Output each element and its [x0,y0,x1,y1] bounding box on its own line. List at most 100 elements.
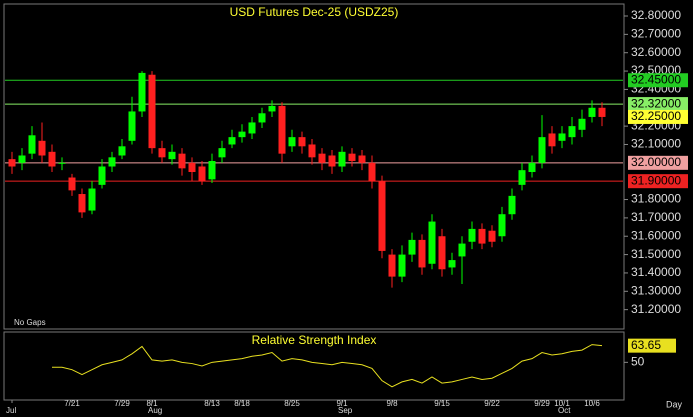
candle-body [48,151,56,167]
candle-body [278,105,286,154]
y-tick-label: 31.30000 [631,283,681,297]
x-tick-label: Jul [6,406,16,415]
month-label: Sep [338,406,353,415]
x-tick-label: 7/21 [64,399,80,408]
candle-body [338,151,346,167]
note: No Gaps [14,318,46,327]
candle-body [498,214,506,237]
candle-body [138,72,146,112]
period-label: Day [666,399,683,409]
rsi-tick-label: 50 [631,355,645,369]
candle-body [38,140,46,156]
x-tick-label: 10/1 [554,399,570,408]
x-tick-label: 8/18 [234,399,250,408]
y-tick-label: 31.60000 [631,228,681,242]
last-price-label-box [628,109,688,124]
y-tick-label: 31.20000 [631,302,681,316]
candle-body [488,230,496,242]
candle-body [288,137,296,147]
y-tick-label: 32.70000 [631,27,681,41]
candle-body [588,107,596,117]
candle-body [538,137,546,163]
candle-body [8,159,16,167]
candle-body [118,146,126,156]
candle-body [68,177,76,191]
x-tick-label: 9/1 [336,399,348,408]
candle-body [528,162,536,173]
x-tick-label: 9/29 [534,399,550,408]
candle-body [448,260,456,268]
x-tick-label: 8/1 [146,399,158,408]
candle-body [298,137,306,147]
y-tick-label: 31.80000 [631,192,681,206]
candle-body [508,195,516,215]
x-tick-label: 9/15 [434,399,450,408]
candle-body [18,155,26,163]
candle-body [398,254,406,277]
candle-body [368,162,376,182]
candle-body [358,155,366,163]
y-tick-label: 31.40000 [631,265,681,279]
candle-body [558,133,566,141]
x-tick-label: 10/6 [584,399,600,408]
candle-body [148,74,156,149]
candle-body [428,221,436,264]
candle-body [228,137,236,145]
candle-body [28,135,36,154]
candle-body [408,239,416,255]
rsi-title: Relative Strength Index [252,333,377,347]
candle-body [378,181,386,251]
x-tick-label: 8/25 [284,399,300,408]
y-tick-label: 31.50000 [631,247,681,261]
level-label-box [628,155,688,170]
candle-body [158,148,166,158]
rsi-last-box [628,338,676,353]
candle-body [258,113,266,123]
candle-body [518,170,526,185]
candle-body [468,228,476,242]
candle-body [108,157,116,167]
candle-body [218,148,226,158]
level-label-box [628,73,688,88]
candle-body [168,151,176,160]
candle-body [78,194,86,213]
y-tick-label: 32.10000 [631,137,681,151]
candle-body [598,107,606,117]
candle-body [98,166,106,185]
month-label: Oct [558,406,571,415]
candle-body [478,228,486,244]
candle-body [58,162,66,164]
candle-body [318,153,326,163]
level-label: 32.45000 [631,72,681,86]
y-tick-label: 32.80000 [631,8,681,22]
last-price-label: 32.25000 [631,109,681,123]
candle-body [568,126,576,138]
y-tick-label: 31.70000 [631,210,681,224]
chart-title: USD Futures Dec-25 (USDZ25) [230,5,399,19]
x-tick-label: 7/29 [114,399,130,408]
candle-body [388,254,396,277]
candle-body [88,188,96,211]
candle-body [348,153,356,161]
candle-body [548,133,556,147]
x-tick-label: 9/22 [484,399,500,408]
rsi-panel [3,331,625,401]
candle-body [248,122,256,134]
candle-body [578,118,586,130]
rsi-line [52,344,603,388]
level-label: 32.32000 [631,96,681,110]
candle-body [198,166,206,182]
level-label: 32.00000 [631,155,681,169]
candle-body [188,162,196,173]
month-label: Aug [148,406,162,415]
y-tick-label: 32.60000 [631,45,681,59]
candle-body [328,155,336,167]
price-panel [3,3,625,330]
candle-body [268,105,276,112]
candle-body [308,144,316,158]
level-label: 31.90000 [631,173,681,187]
x-tick-label: 8/13 [204,399,220,408]
candle-body [178,153,186,169]
candle-body [438,236,446,270]
